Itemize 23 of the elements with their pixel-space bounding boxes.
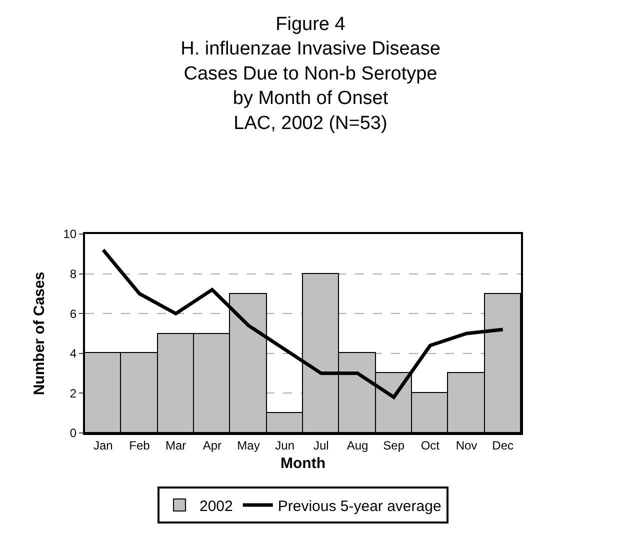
chart-title: Figure 4 H. influenzae Invasive Disease Cases Due to Non-b Serotype by Month of Onset LAC, 2002 (N=53) (180, 14, 440, 134)
y-tick-label: 8 (70, 267, 77, 281)
legend-label: Previous 5-year average (278, 498, 442, 515)
y-tick-label: 0 (70, 426, 77, 440)
y-tick-label: 10 (63, 227, 77, 242)
x-tick-label: Nov (456, 438, 478, 452)
x-tick-label: Mar (165, 438, 186, 452)
y-axis-title: Number of Cases (30, 272, 48, 396)
y-tick-label: 6 (70, 306, 77, 321)
x-tick-label: Dec (492, 438, 514, 452)
x-tick-label: Oct (420, 438, 440, 452)
x-tick-label: Apr (202, 438, 222, 452)
x-tick-label: Jan (93, 438, 113, 452)
x-axis-title: Month (280, 454, 326, 472)
x-tick-label: May (237, 438, 260, 452)
x-tick-label: Feb (129, 438, 150, 452)
y-tick-label: 4 (70, 346, 77, 361)
x-tick-label: Aug (346, 438, 368, 452)
x-tick-label: Jun (275, 438, 295, 452)
x-tick-label: Sep (383, 438, 405, 452)
legend-label: 2002 (200, 498, 233, 515)
x-tick-label: Jul (314, 438, 329, 452)
y-tick-label: 2 (70, 386, 77, 400)
